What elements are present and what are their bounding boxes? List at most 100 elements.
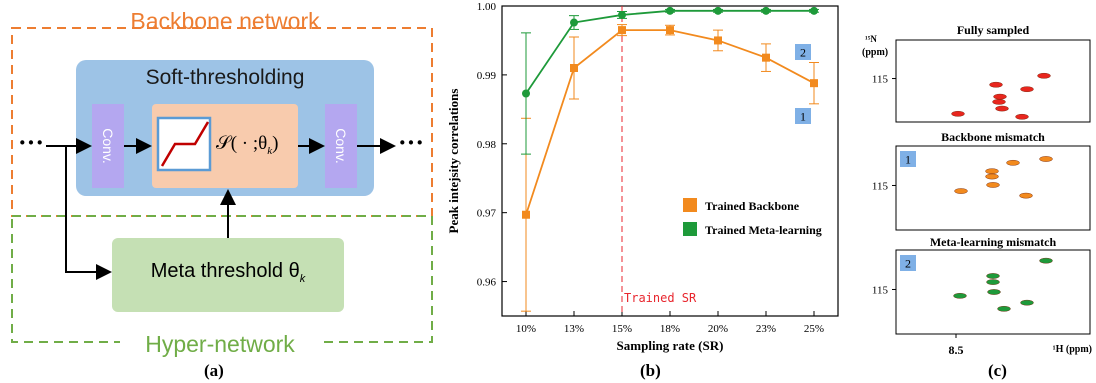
meta-threshold-box [112,238,344,312]
nmr-peak [997,305,1011,312]
y-axis-label: Peak intejsity correlations [446,89,461,234]
nmr-peak [1020,299,1034,306]
data-point [618,26,626,35]
nmr-peak [992,99,1006,105]
nmr-peak [993,93,1007,100]
data-point [762,53,770,62]
legend-label: Trained Meta-learning [705,223,822,237]
operator-close: ) [272,133,279,154]
y-tick-label: 0.98 [477,139,497,151]
panel-a-diagram [11,27,433,343]
caption-b: (b) [640,361,661,380]
y-tick-label: 0.96 [477,277,497,289]
nmr-peak [985,173,999,180]
series-backbone [521,24,819,312]
conv-right-label: Conv. [333,128,350,164]
n15-unit: (ppm) [862,47,888,58]
x-axis-label: Sampling rate (SR) [617,338,724,353]
soft-thresholding-title: Soft-thresholding [145,66,305,89]
data-point [714,6,722,15]
nmr-peak [1037,72,1051,79]
nmr-peak [1020,86,1034,92]
y-tick-label: 115 [872,180,889,192]
data-point [714,36,722,45]
nmr-peak [986,279,1000,285]
x-tick-label: 13% [564,323,584,335]
nmr-panel-title: Meta-learning mismatch [930,235,1057,249]
ellipsis-right: ··· [398,128,425,157]
data-point [762,6,770,15]
backbone-network-title: Backbone network [130,8,320,34]
nmr-peak [995,105,1009,112]
nmr-peak [1039,257,1053,264]
badge-1-bg [795,108,811,124]
data-point [810,6,818,15]
y-tick-label: 115 [872,284,889,296]
series-line [525,29,815,216]
h1-axis-label: ¹H (ppm) [1053,344,1092,355]
caption-c: (c) [988,361,1007,380]
panel-badge: 2 [905,257,911,271]
x-tick-label: 10% [516,323,536,335]
x-tick-label: 20% [708,323,728,335]
nmr-panel-title: Fully sampled [957,23,1030,37]
nmr-panel-3: Meta-learning mismatch 115 2 [872,235,1091,335]
data-point [570,18,578,27]
meta-threshold: Meta threshold θk [112,260,344,285]
legend-swatch [683,198,697,212]
nmr-panel-frame [895,145,1091,231]
data-point [666,6,674,15]
x-tick-label: 18% [660,323,680,335]
data-point [618,10,626,19]
meta-threshold-subscript: k [299,273,306,285]
operator-formula: 𝒮( · ;θk) [216,133,278,157]
n15-label: ¹⁵N [865,34,877,44]
nmr-panel-1: Fully sampled 115 [872,23,1091,123]
correlation-chart: 0.96 0.97 0.98 0.99 1.00 10% 13% 15% 18% 20% 23% 25… [446,1,839,353]
conv-left: Conv. [92,104,124,188]
nmr-panel-2: Backbone mismatch 115 1 [872,130,1091,231]
threshold-function-icon [156,116,212,172]
y-tick-label: 0.97 [477,208,497,220]
nmr-peak [985,168,999,174]
caption-a: (a) [204,361,224,380]
nmr-peak [953,293,967,299]
operator-label: 𝒮( · ;θ [216,133,268,154]
x-tick-label: 25% [804,323,824,335]
nmr-peak [987,289,1001,295]
trained-sr-label: Trained SR [624,291,697,305]
nmr-peak [1015,113,1029,120]
x-tick-label: 15% [612,323,632,335]
nmr-peak [1006,159,1020,166]
y-tick-label: 0.99 [477,70,497,82]
x-tick-label: 23% [756,323,776,335]
nmr-peak [954,188,968,194]
nmr-peak [986,182,1000,188]
badge-2-bg [795,44,811,60]
ellipsis-left: ··· [18,128,45,157]
nmr-peak [951,111,965,117]
data-point [522,89,530,98]
nmr-peak [989,81,1003,88]
data-point [522,210,530,219]
meta-threshold-label: Meta threshold θ [150,260,300,282]
panel-badge: 1 [905,153,911,167]
legend-label: Trained Backbone [705,199,800,213]
conv-right-box [325,104,357,188]
flow-arrows [46,138,396,280]
conv-right: Conv. [325,104,357,188]
panel-badge-bg [900,255,916,271]
conv-left-box [92,104,124,188]
y-tick-label: 1.00 [477,1,497,13]
nmr-peak [1019,192,1033,199]
operator-subscript: k [267,144,273,157]
data-point [570,64,578,72]
y-tick-label: 115 [872,74,889,86]
nmr-panel-frame [895,39,1091,123]
conv-left-label: Conv. [100,128,117,164]
nmr-peak [986,273,1000,279]
data-point [666,26,674,35]
data-point [810,79,818,88]
hyper-network-title: Hyper-network [120,331,320,358]
